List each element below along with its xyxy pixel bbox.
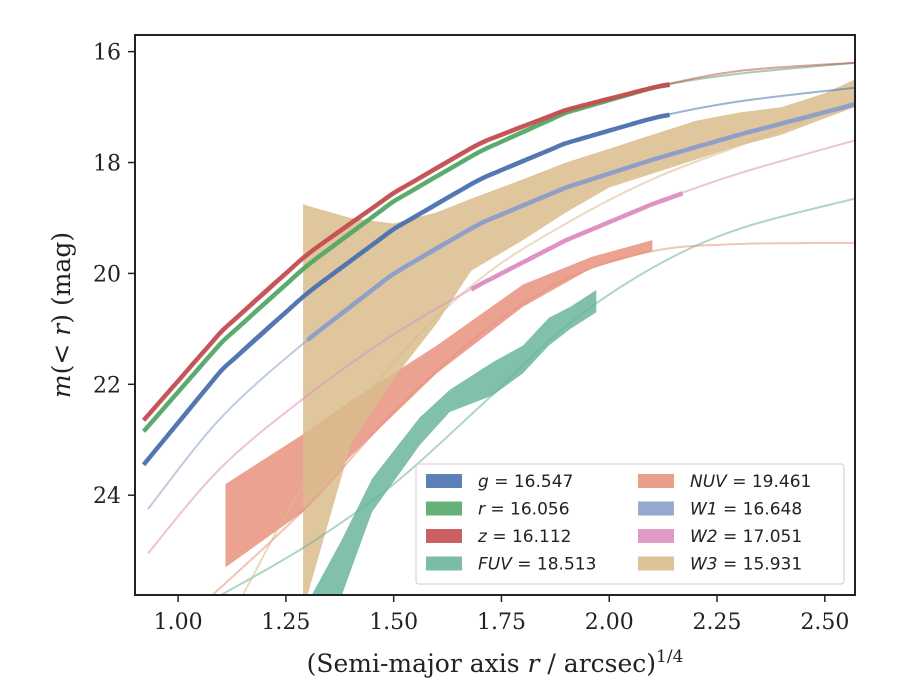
measured-track-g [141, 112, 671, 467]
y-tick-label: 24 [93, 484, 121, 509]
x-tick-label: 2.25 [693, 610, 742, 635]
legend-swatch-r [426, 501, 462, 516]
legend-label-w1: W1 = 16.648 [690, 500, 802, 520]
legend-swatch-z [426, 529, 462, 543]
legend-label-w3: W3 = 15.931 [690, 555, 802, 575]
model-curves [142, 61, 855, 595]
model-curve-nuv [211, 241, 855, 595]
model-curve-fuv [220, 197, 855, 595]
band-nuv [225, 240, 653, 568]
legend-label-g: g = 16.547 [478, 472, 573, 492]
legend-swatch-g [426, 474, 462, 488]
x-tick-label: 1.00 [154, 610, 203, 635]
legend-label-w2: W2 = 17.051 [690, 527, 802, 547]
measured-track-w1 [306, 102, 855, 342]
x-axis-label: (Semi-major axis r / arcsec)1/4 [307, 647, 684, 678]
legend-label-fuv: FUV = 18.513 [478, 555, 596, 575]
x-tick-label: 1.75 [477, 610, 526, 635]
legend-label-z: z = 16.112 [477, 527, 571, 547]
measured-track-w2 [470, 191, 684, 292]
y-tick-label: 22 [93, 373, 121, 398]
measured-track-z [141, 82, 671, 422]
y-tick-label: 16 [93, 41, 121, 66]
legend-label-nuv: NUV = 19.461 [690, 472, 811, 492]
y-tick-label: 18 [93, 152, 121, 177]
legend-box [415, 463, 845, 585]
legend-swatch-w3 [638, 556, 674, 571]
legend-swatch-w2 [638, 529, 674, 543]
x-tick-label: 2.50 [800, 610, 849, 635]
model-curve-w3 [241, 100, 855, 595]
plot-frame [134, 34, 856, 596]
y-axis-label: m(< r) (mag) [47, 232, 76, 398]
x-tick-label: 1.50 [369, 610, 418, 635]
axis-ticks: 1.00 1.25 1.50 1.75 2.00 2.25 2.50 16 18 20 22 24 [93, 41, 849, 635]
legend: g = 16.547 r = 16.056 z = 16.112 FUV = 18.5… [415, 463, 845, 585]
y-tick-label: 20 [93, 262, 121, 287]
legend-swatch-fuv [426, 556, 462, 571]
x-tick-label: 2.00 [585, 610, 634, 635]
band-fuv [311, 290, 597, 595]
legend-label-r: r = 16.056 [478, 500, 570, 520]
legend-swatch-nuv [638, 474, 674, 488]
legend-swatch-w1 [638, 501, 674, 516]
x-tick-label: 1.25 [261, 610, 310, 635]
measured-tracks [141, 82, 855, 467]
